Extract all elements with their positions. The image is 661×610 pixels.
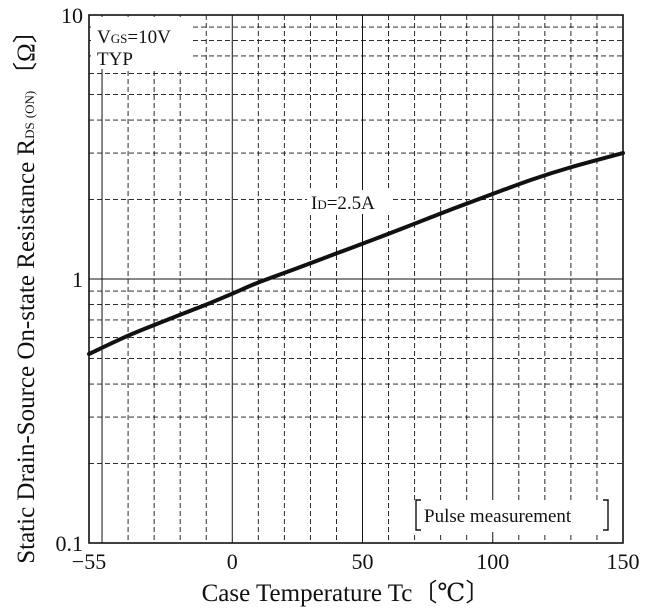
condition-box [91, 17, 191, 69]
grid [89, 15, 623, 543]
x-axis-title: Case Temperature Tc〔℃〕 [202, 579, 491, 607]
series-label-background [307, 190, 391, 214]
pulse-note-right-bracket [603, 499, 609, 531]
y-tick-label: 10 [61, 3, 83, 28]
y-axis-title: Static Drain-Source On-state Resistance … [12, 18, 40, 564]
x-tick-label: 100 [476, 549, 509, 574]
y-tick-label: 1 [72, 267, 83, 292]
pulse-note-background [414, 500, 612, 532]
pulse-note-left-bracket [415, 499, 421, 531]
plot-frame [88, 14, 624, 544]
tick-labels: −55 0 50 100 150 0.1 1 10 [56, 3, 640, 574]
pulse-measurement-note: Pulse measurement [424, 506, 572, 527]
x-tick-label: −55 [72, 549, 106, 574]
y-tick-label: 0.1 [56, 531, 84, 556]
x-tick-label: 0 [227, 549, 238, 574]
series-line-id-2.5a [87, 151, 625, 356]
series-label: ID=2.5A [311, 193, 375, 214]
x-tick-label: 150 [607, 549, 640, 574]
condition-typ-label: TYP [97, 49, 133, 70]
condition-vgs-label: VGS=10V [97, 27, 171, 48]
x-tick-label: 50 [352, 549, 374, 574]
